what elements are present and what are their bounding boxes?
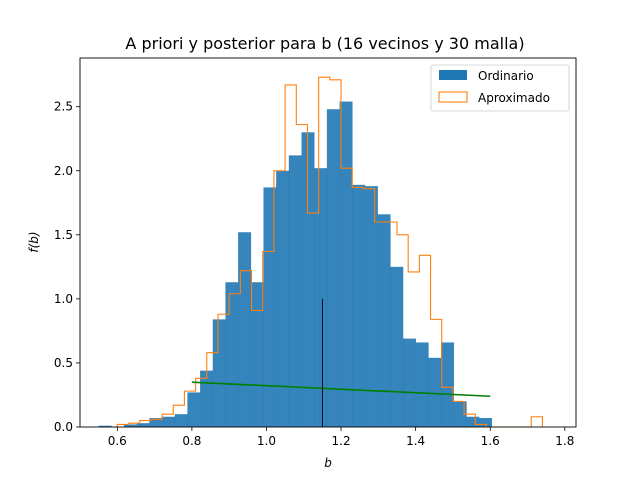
ordinario-bar — [301, 132, 315, 427]
y-tick-label: 2.0 — [54, 164, 73, 178]
aproximado-step-line — [116, 76, 543, 428]
ordinario-bar — [390, 266, 404, 427]
legend-label-aproximado: Aproximado — [478, 91, 550, 105]
y-tick-label: 1.0 — [54, 292, 73, 306]
x-tick-label: 0.8 — [182, 434, 201, 448]
ordinario-bar — [441, 342, 454, 427]
ordinario-bar — [212, 319, 226, 428]
legend: Ordinario Aproximado — [430, 64, 570, 112]
y-tick-label: 0.0 — [54, 420, 73, 434]
ordinario-bar — [339, 101, 353, 427]
ordinario-bar — [187, 392, 201, 427]
y-tick-label: 0.5 — [54, 356, 73, 370]
ordinario-bar — [98, 425, 112, 427]
ordinario-bar — [402, 338, 416, 427]
y-tick-label: 2.5 — [54, 100, 73, 114]
ordinario-bar — [238, 232, 252, 427]
x-tick-label: 1.6 — [481, 434, 500, 448]
ordinario-bar — [314, 168, 328, 427]
x-tick-label: 1.4 — [406, 434, 425, 448]
ordinario-bar — [136, 423, 150, 427]
ordinario-bar — [326, 109, 340, 427]
y-axis: 0.0 0.5 1.0 1.5 2.0 2.5 — [54, 100, 80, 434]
x-tick-label: 1.2 — [332, 434, 351, 448]
x-axis: 0.6 0.8 1.0 1.2 1.4 1.6 1.8 — [108, 427, 574, 448]
green-line — [191, 381, 491, 398]
ordinario-bar — [352, 184, 366, 427]
legend-label-ordinario: Ordinario — [478, 69, 534, 83]
ordinario-bar — [174, 414, 188, 427]
chart-title: A priori y posterior para b (16 vecinos … — [125, 34, 524, 53]
ordinario-bar — [415, 342, 429, 427]
y-axis-label: f(b) — [27, 231, 41, 252]
ordinario-bar — [149, 418, 163, 427]
ordinario-bar — [453, 401, 467, 428]
legend-swatch-aproximado — [438, 91, 468, 103]
ordinario-bar — [428, 357, 442, 427]
x-tick-label: 1.0 — [257, 434, 276, 448]
plot-frame — [79, 57, 577, 428]
legend-swatch-ordinario — [439, 70, 467, 80]
ordinario-bar — [276, 170, 290, 427]
ordinario-bar — [479, 418, 493, 427]
ordinario-bar — [162, 416, 176, 427]
ordinario-bars — [98, 101, 493, 428]
ordinario-bar — [263, 187, 277, 427]
ordinario-bar — [200, 370, 214, 428]
ordinario-bar — [250, 282, 264, 427]
ordinario-bar — [124, 424, 137, 427]
x-axis-label: b — [324, 456, 332, 470]
ordinario-bar — [225, 282, 239, 427]
x-tick-label: 0.6 — [108, 434, 127, 448]
ordinario-bar — [377, 214, 391, 427]
y-tick-label: 1.5 — [54, 228, 73, 242]
x-tick-label: 1.8 — [555, 434, 574, 448]
ordinario-bar — [288, 155, 302, 428]
ordinario-bar — [466, 416, 480, 427]
ordinario-bar — [364, 186, 378, 428]
